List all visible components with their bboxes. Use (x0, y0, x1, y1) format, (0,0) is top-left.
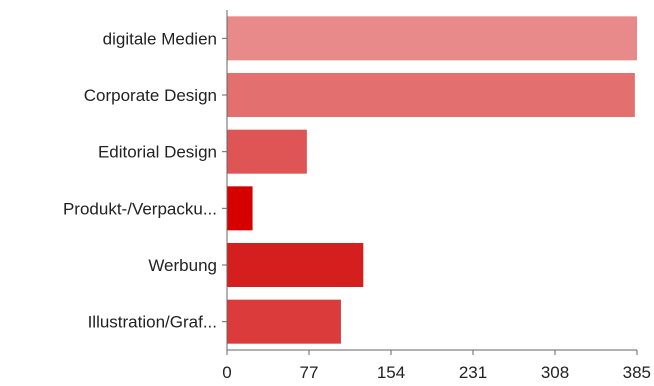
axes (222, 10, 638, 355)
x-tick-label-2: 154 (377, 363, 405, 382)
bar-5 (227, 299, 341, 344)
category-label-0: digitale Medien (103, 29, 217, 48)
category-label-2: Editorial Design (98, 143, 217, 162)
category-labels: digitale Medien Corporate Design Editorial… (63, 29, 217, 331)
x-tick-labels: 0 77 154 231 308 385 (222, 363, 651, 382)
bars-group (227, 16, 637, 344)
bar-3 (227, 186, 253, 231)
x-tick-label-0: 0 (222, 363, 231, 382)
bar-1 (227, 73, 635, 117)
x-tick-label-3: 231 (459, 363, 487, 382)
x-tick-label-4: 308 (541, 363, 569, 382)
category-label-4: Werbung (148, 256, 217, 275)
category-label-1: Corporate Design (84, 86, 217, 105)
bar-0 (227, 16, 637, 61)
bar-2 (227, 129, 307, 174)
category-label-3: Produkt-/Verpacku... (63, 199, 217, 218)
category-label-5: Illustration/Graf... (88, 313, 217, 332)
x-tick-label-5: 385 (623, 363, 651, 382)
bar-4 (227, 243, 364, 287)
x-tick-label-1: 77 (300, 363, 319, 382)
